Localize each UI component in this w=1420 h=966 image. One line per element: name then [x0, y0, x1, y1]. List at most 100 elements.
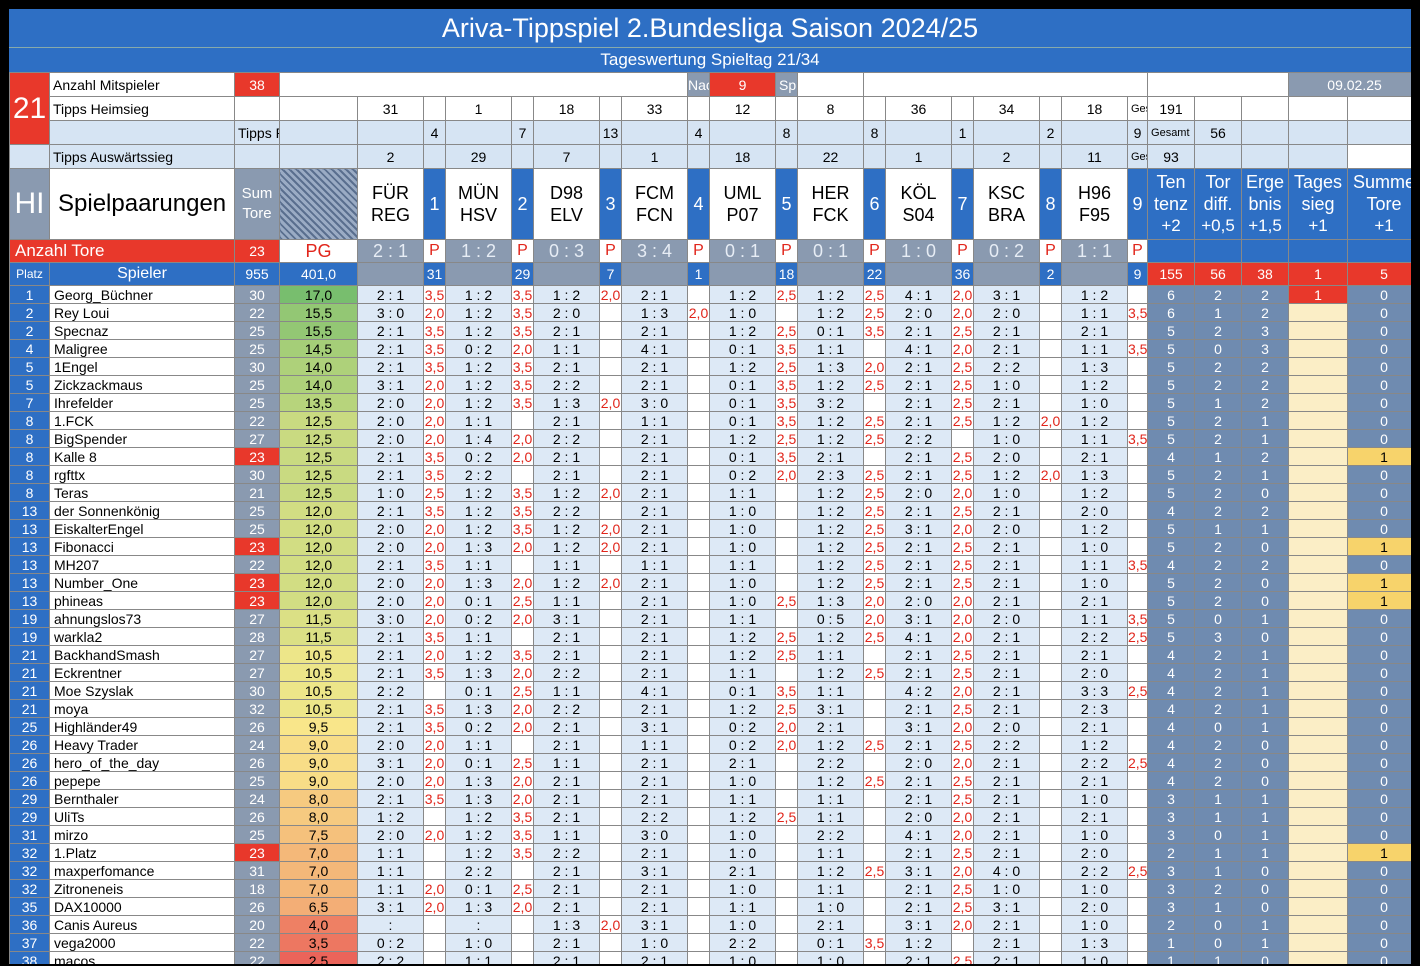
- home-team: UML: [723, 183, 762, 203]
- player-name: macos: [49, 951, 235, 964]
- player-tore: 22: [234, 933, 280, 952]
- gesamt-label: Gesamt: [1147, 120, 1196, 145]
- player-points: 3,5: [511, 483, 534, 502]
- spielpaarungen-label: Spielpaarungen: [49, 168, 235, 240]
- player-tip: 1 : 2: [1061, 735, 1128, 754]
- player-name: Teras: [49, 483, 235, 502]
- player-tip: 2 : 1: [1061, 645, 1128, 664]
- player-points: 2,0: [511, 771, 534, 790]
- player-tip: 1 : 0: [709, 915, 776, 934]
- player-tip: 1 : 2: [709, 357, 776, 376]
- player-tip: 2 : 1: [885, 321, 952, 340]
- player-tagessieg: [1288, 609, 1349, 628]
- spacer: [279, 96, 358, 121]
- player-points: [687, 771, 710, 790]
- player-points: [687, 501, 710, 520]
- player-pg: 8,0: [279, 807, 358, 826]
- player-points: 2,5: [863, 411, 886, 430]
- player-rank: 4: [9, 339, 50, 358]
- player-tip: 0 : 1: [797, 321, 864, 340]
- player-points: 2,5: [863, 429, 886, 448]
- player-tip: 2 : 1: [357, 699, 424, 718]
- player-tagessieg: [1288, 915, 1349, 934]
- player-tip: 2 : 1: [885, 879, 952, 898]
- spacer: [511, 144, 534, 169]
- player-points: [775, 483, 798, 502]
- player-tip: 2 : 2: [533, 429, 600, 448]
- gesamt-value: 191: [1147, 96, 1196, 121]
- player-points: [599, 357, 622, 376]
- player-points: [687, 555, 710, 574]
- player-points: [1039, 861, 1062, 880]
- player-tip: 1 : 1: [445, 411, 512, 430]
- player-points: [1039, 321, 1062, 340]
- player-rank: 29: [9, 789, 50, 808]
- player-tip: 1 : 2: [797, 663, 864, 682]
- player-points: 2,0: [511, 663, 534, 682]
- player-rank: 32: [9, 843, 50, 862]
- player-header-row: Platz Spieler 955 401,0 31 29 7 1 18 22 36 2 9 155 56 3…: [9, 262, 1411, 286]
- spacer: [1288, 96, 1349, 121]
- player-points: 2,0: [423, 429, 446, 448]
- player-tip: 2 : 1: [885, 501, 952, 520]
- player-tip: 2 : 1: [973, 321, 1040, 340]
- player-points: 2,0: [423, 393, 446, 412]
- player-tore: 22: [234, 951, 280, 964]
- player-points: 2,0: [599, 393, 622, 412]
- stat-header-line: Tor: [1205, 172, 1231, 192]
- player-tip: 2 : 1: [885, 357, 952, 376]
- player-tore: 27: [234, 429, 280, 448]
- stat-header-line: tenz: [1154, 194, 1189, 214]
- player-points: [1126, 897, 1149, 916]
- player-summe-tore: 0: [1347, 393, 1411, 412]
- header-row-games: HI Spielpaarungen Sum Tore FÜR REG 1 MÜN HSV 2 D9…: [9, 168, 1411, 240]
- stat-header: Erge bnis +1,5: [1241, 168, 1290, 240]
- player-name: Highländer49: [49, 717, 235, 736]
- player-summe-tore: 0: [1347, 411, 1411, 430]
- player-ergebnis: 0: [1241, 753, 1290, 772]
- player-ergebnis: 2: [1241, 501, 1290, 520]
- player-points: 2,0: [1039, 465, 1062, 484]
- player-tip: 1 : 2: [1061, 375, 1128, 394]
- player-tordiff: 2: [1194, 357, 1243, 376]
- player-tip: 2 : 1: [885, 771, 952, 790]
- player-summe-tore: 0: [1347, 717, 1411, 736]
- player-tip: 2 : 1: [973, 825, 1040, 844]
- player-points: [1039, 933, 1062, 952]
- match-number: 2: [511, 168, 534, 240]
- player-points: 2,0: [951, 303, 974, 322]
- player-ergebnis: 1: [1241, 825, 1290, 844]
- player-tordiff: 0: [1194, 717, 1243, 736]
- player-tagessieg: [1288, 519, 1349, 538]
- player-points: [775, 753, 798, 772]
- player-tip: 2 : 1: [621, 375, 688, 394]
- player-tip: 1 : 1: [709, 483, 776, 502]
- player-tore: 22: [234, 303, 280, 322]
- player-name: Zickzackmaus: [49, 375, 235, 394]
- stat-header: Ten tenz +2: [1147, 168, 1196, 240]
- spacer: [1288, 120, 1349, 145]
- player-tip: 4 : 1: [885, 339, 952, 358]
- platz-header: Platz: [9, 262, 50, 286]
- player-summe-tore: 0: [1347, 609, 1411, 628]
- player-points: 2,5: [775, 699, 798, 718]
- player-tordiff: 0: [1194, 825, 1243, 844]
- spacer: [797, 120, 864, 145]
- points-label: P: [1126, 239, 1149, 263]
- player-points: 2,5: [863, 501, 886, 520]
- player-rank: 38: [9, 951, 50, 964]
- player-points: [775, 915, 798, 934]
- player-tagessieg: [1288, 717, 1349, 736]
- player-pg: 8,0: [279, 789, 358, 808]
- player-points: [775, 519, 798, 538]
- player-rank: 21: [9, 645, 50, 664]
- player-tip: 3 : 1: [885, 717, 952, 736]
- player-pg: 6,5: [279, 897, 358, 916]
- player-tip: 1 : 3: [445, 771, 512, 790]
- player-tip: 2 : 2: [357, 681, 424, 700]
- player-tendenz: 4: [1147, 555, 1196, 574]
- player-tip: 1 : 2: [797, 735, 864, 754]
- spacer: [1194, 96, 1243, 121]
- player-points: [687, 429, 710, 448]
